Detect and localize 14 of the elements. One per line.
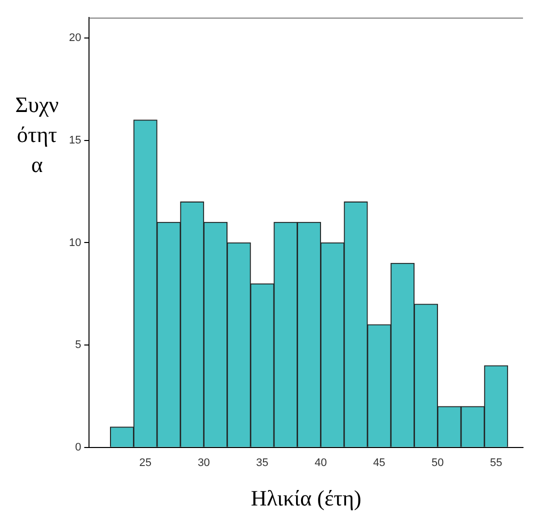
y-tick-label: 10: [68, 236, 82, 249]
x-axis-title: Ηλικία (έτη): [250, 486, 362, 511]
y-tick-label: 20: [68, 32, 82, 44]
y-axis-title: Συχνότητα: [14, 91, 60, 179]
x-tick-label: 40: [314, 457, 327, 470]
x-tick-label: 55: [490, 457, 502, 470]
x-tick-label: 50: [432, 457, 444, 470]
x-tick-label: 25: [139, 457, 152, 470]
x-tick-label: 35: [256, 457, 268, 470]
y-tick-label: 5: [75, 339, 82, 352]
x-tick-label: 30: [198, 457, 210, 470]
x-tick-label: 45: [373, 457, 386, 470]
y-tick-label: 15: [68, 134, 82, 146]
y-tick-label: 0: [75, 441, 82, 454]
